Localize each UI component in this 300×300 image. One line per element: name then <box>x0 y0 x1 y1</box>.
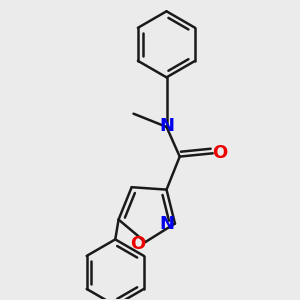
Text: O: O <box>212 144 227 162</box>
Text: O: O <box>130 235 146 253</box>
Text: N: N <box>160 117 175 135</box>
Text: N: N <box>159 214 174 232</box>
